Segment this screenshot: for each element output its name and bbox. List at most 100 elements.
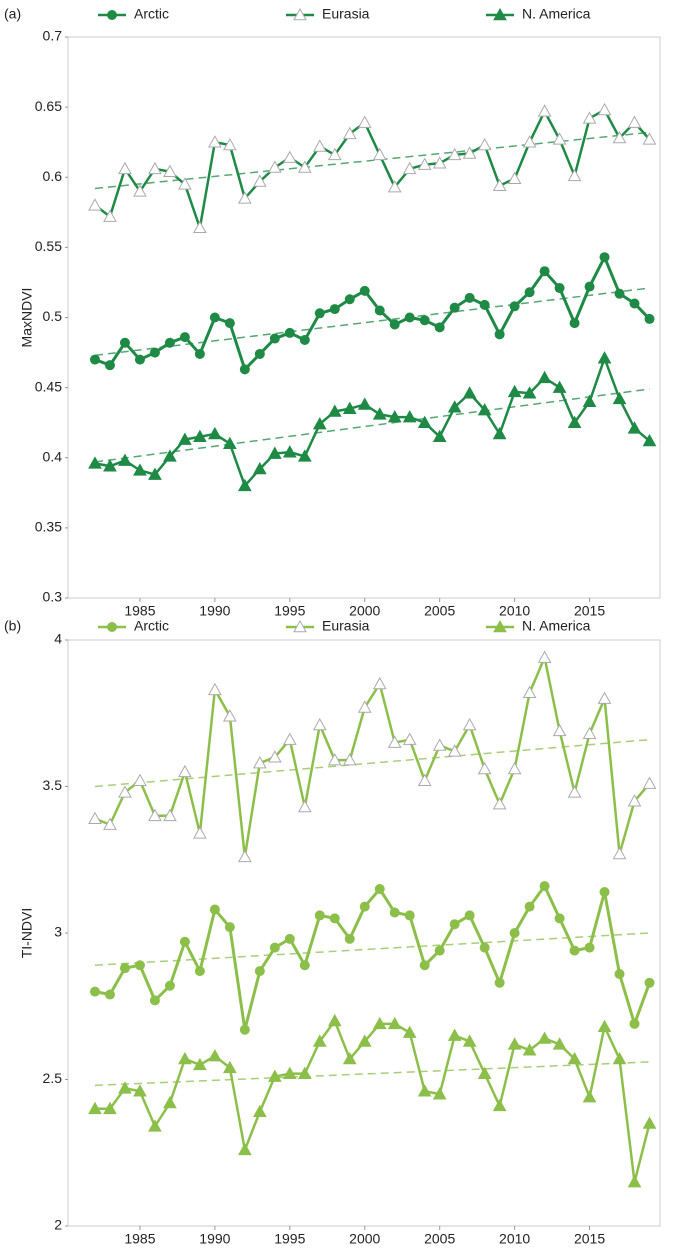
data-point [297,1066,312,1079]
data-point [402,732,417,745]
data-point [89,986,100,997]
data-point [269,333,280,344]
data-point [88,456,102,469]
data-point [642,1116,657,1129]
data-point [552,132,567,145]
series-line [94,108,651,233]
data-point [118,785,132,798]
data-point [507,171,522,184]
data-point [417,415,432,428]
data-point [479,299,490,310]
trend-line [94,932,650,966]
data-point [507,384,522,398]
data-point [133,1084,147,1097]
data-point [492,426,507,440]
y-tick-label: 3 [54,924,62,940]
data-point [477,137,492,151]
data-point [614,969,625,980]
data-point [417,1084,432,1097]
data-point [267,160,282,173]
data-point [567,1051,582,1065]
x-tick-label: 2010 [499,1231,530,1247]
data-point [599,252,610,263]
legend-marker [293,619,307,633]
data-point [522,685,537,699]
data-point [104,360,115,371]
data-point [193,1057,207,1071]
data-point [282,445,297,458]
data-point [252,174,267,187]
data-point [284,327,295,338]
data-point [597,691,612,704]
data-point [552,380,567,393]
data-point [402,161,417,175]
data-point [597,102,612,116]
x-tick-label: 1995 [274,603,305,619]
data-point [208,426,222,440]
data-point [133,773,147,786]
data-point [254,966,265,977]
data-point [178,432,192,445]
data-point [299,960,310,971]
data-point [179,332,190,343]
series-line [94,883,651,1031]
data-point [417,773,432,786]
data-point [342,753,357,766]
data-point [569,318,580,329]
data-point [374,305,385,316]
data-point [312,417,327,430]
data-point [88,1101,102,1115]
data-point [612,130,627,144]
x-tick-label: 1990 [199,603,230,619]
data-point [404,910,415,921]
data-point [134,960,145,971]
data-point [359,285,370,296]
data-point [223,436,237,450]
data-point [447,400,462,413]
data-point [164,980,175,991]
data-point [164,337,175,348]
data-point [372,407,387,420]
data-point [492,178,507,191]
x-tick-label: 2010 [499,603,530,619]
data-point [119,337,130,348]
data-point [224,318,235,329]
data-point [447,1028,462,1041]
y-axis-label: TI-NDVI [19,908,35,959]
y-tick-label: 0.5 [43,308,63,324]
data-point [612,846,627,860]
data-point [297,160,312,173]
data-point [567,415,582,428]
data-point [357,397,372,410]
data-point [387,180,402,193]
panel-label: (b) [4,618,21,634]
data-point [462,717,477,731]
data-point [312,139,327,152]
data-point [372,676,387,690]
data-point [537,370,552,384]
legend-label: Arctic [134,618,169,634]
data-point [267,1069,282,1082]
data-point [239,364,250,375]
data-point [492,797,507,810]
data-point [537,104,552,117]
data-point [584,942,595,953]
y-axis-label: MaxNDVI [19,288,35,348]
data-point [612,1051,627,1065]
x-tick-label: 2005 [424,603,455,619]
data-point [432,1087,447,1100]
data-point [344,294,355,305]
data-point [507,761,522,775]
data-point [193,826,207,839]
legend-label: N. America [522,618,591,634]
data-point [522,386,537,399]
data-point [314,308,325,319]
data-point [342,401,357,414]
data-point [193,220,207,234]
data-point [223,1060,237,1074]
data-point [387,410,402,423]
data-point [374,884,385,895]
data-point [537,1031,552,1044]
data-point [163,449,177,462]
data-point [88,811,102,825]
